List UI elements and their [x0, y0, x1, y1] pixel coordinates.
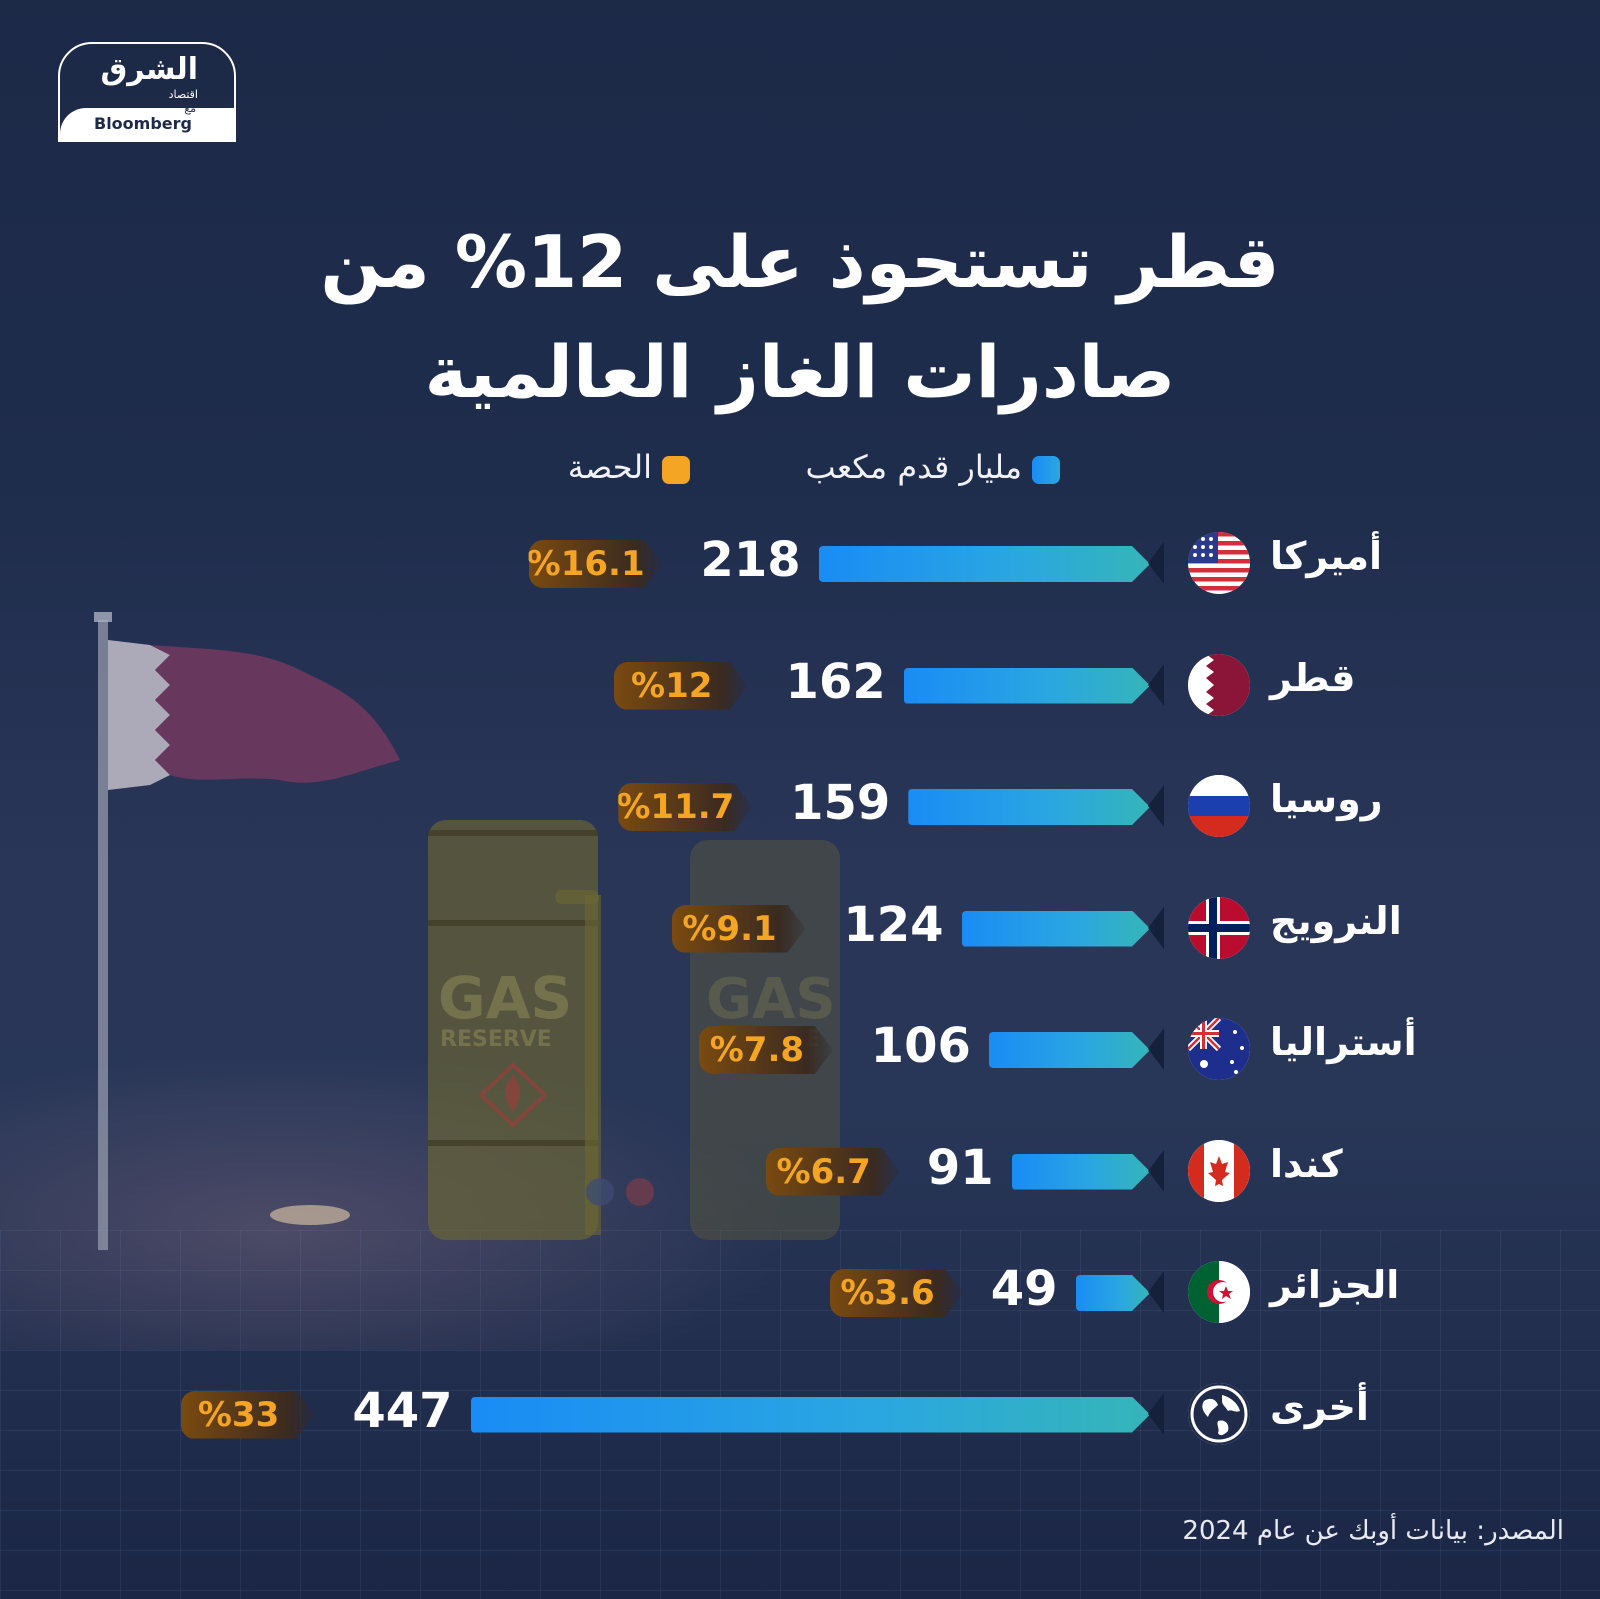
- bar: [819, 546, 1150, 582]
- bar: [908, 789, 1150, 825]
- australia-flag-icon: [1188, 1018, 1250, 1080]
- share-label: %33: [197, 1394, 280, 1435]
- share-badge: %3.6: [830, 1269, 964, 1317]
- share-label: %3.6: [840, 1273, 935, 1313]
- share-label: %7.8: [709, 1030, 805, 1070]
- logo-partner-text: Bloomberg: [94, 114, 192, 133]
- legend-label-volume: مليار قدم مكعب: [805, 448, 1022, 486]
- value-label: 447: [352, 1382, 453, 1439]
- category-label: قطر: [1270, 655, 1356, 700]
- bar: [1012, 1154, 1150, 1190]
- category-label: أميركا: [1270, 534, 1383, 578]
- share-badge: %11.7: [618, 783, 752, 831]
- value-label: 49: [990, 1261, 1058, 1317]
- bar: [962, 911, 1150, 947]
- bar-pointer: [1148, 1392, 1164, 1435]
- category-label: الجزائر: [1270, 1263, 1400, 1307]
- bar-row: %7.8 106 أستراليا: [0, 1014, 1600, 1084]
- category-label: النرويج: [1270, 898, 1402, 943]
- share-badge: %12: [614, 662, 748, 710]
- tank-text-reserve: RESERVE: [440, 1027, 552, 1052]
- globe-icon: [1188, 1382, 1250, 1445]
- bar-row: %3.6 49 الجزائر: [0, 1257, 1600, 1327]
- value-label: 159: [790, 775, 891, 831]
- bar-row: %16.1 218 أميركا: [0, 528, 1600, 598]
- category-label: كندا: [1270, 1141, 1343, 1186]
- bar-pointer: [1148, 906, 1164, 949]
- tank-text-gas-2: GAS: [706, 967, 836, 1032]
- bar-pointer: [1148, 1149, 1164, 1192]
- legend-swatch-orange: [662, 456, 690, 484]
- value-label: 91: [926, 1139, 994, 1196]
- legend-item-share: الحصة: [540, 448, 690, 486]
- share-badge: %7.8: [699, 1026, 833, 1074]
- value-label: 218: [700, 532, 801, 588]
- bar-row: %33 447 أخرى: [0, 1379, 1600, 1449]
- legend-item-volume: مليار قدم مكعب: [730, 448, 1060, 486]
- bar: [471, 1397, 1150, 1433]
- category-label: أستراليا: [1270, 1020, 1417, 1064]
- share-label: %9.1: [682, 908, 777, 949]
- logo-sub-text: اقتصاد: [168, 88, 198, 101]
- canada-flag-icon: [1188, 1139, 1250, 1202]
- algeria-flag-icon: [1188, 1261, 1250, 1323]
- category-label: روسيا: [1270, 777, 1383, 821]
- bar-row: %6.7 91 كندا: [0, 1136, 1600, 1206]
- chart-title-line-2: صادرات الغاز العالمية: [424, 330, 1176, 414]
- share-label: %6.7: [776, 1151, 871, 1192]
- share-label: %12: [631, 665, 713, 706]
- category-label: أخرى: [1270, 1384, 1369, 1429]
- usa-flag-icon: [1188, 532, 1250, 594]
- bar-pointer: [1148, 542, 1164, 584]
- value-label: 106: [870, 1018, 971, 1074]
- bar: [1076, 1275, 1150, 1311]
- logo-main-text: الشرق: [100, 52, 198, 87]
- legend-label-share: الحصة: [567, 448, 652, 486]
- share-badge: %6.7: [766, 1148, 900, 1196]
- bar-row: %11.7 159 روسيا: [0, 771, 1600, 841]
- source-note: المصدر: بيانات أوبك عن عام 2024: [1182, 1516, 1564, 1546]
- bar-pointer: [1148, 785, 1164, 827]
- value-label: 162: [785, 653, 886, 710]
- tank-text-gas: GAS: [438, 964, 572, 1032]
- legend-swatch-blue: [1032, 456, 1060, 484]
- russia-flag-icon: [1188, 775, 1250, 837]
- bar-pointer: [1148, 663, 1164, 706]
- share-badge: %16.1: [529, 540, 663, 588]
- chart-title-line-1: قطر تستحوذ على 12% من: [320, 220, 1280, 304]
- logo-with-text: مع: [184, 102, 196, 115]
- bar-row: %9.1 124 النرويج: [0, 893, 1600, 963]
- share-label: %16.1: [526, 544, 645, 584]
- bar-row: %12 162 قطر: [0, 650, 1600, 720]
- background-glow: [0, 1050, 800, 1350]
- qatar-flag-icon: [1188, 653, 1250, 716]
- value-label: 124: [843, 896, 944, 953]
- share-badge: %33: [181, 1391, 315, 1439]
- bar: [904, 668, 1150, 704]
- bar: [989, 1032, 1150, 1068]
- share-badge: %9.1: [672, 905, 806, 953]
- norway-flag-icon: [1188, 896, 1250, 959]
- bar-pointer: [1148, 1271, 1164, 1313]
- bar-pointer: [1148, 1028, 1164, 1070]
- share-label: %11.7: [616, 787, 735, 827]
- alsharq-bloomberg-logo: الشرق اقتصاد مع Bloomberg: [58, 42, 236, 142]
